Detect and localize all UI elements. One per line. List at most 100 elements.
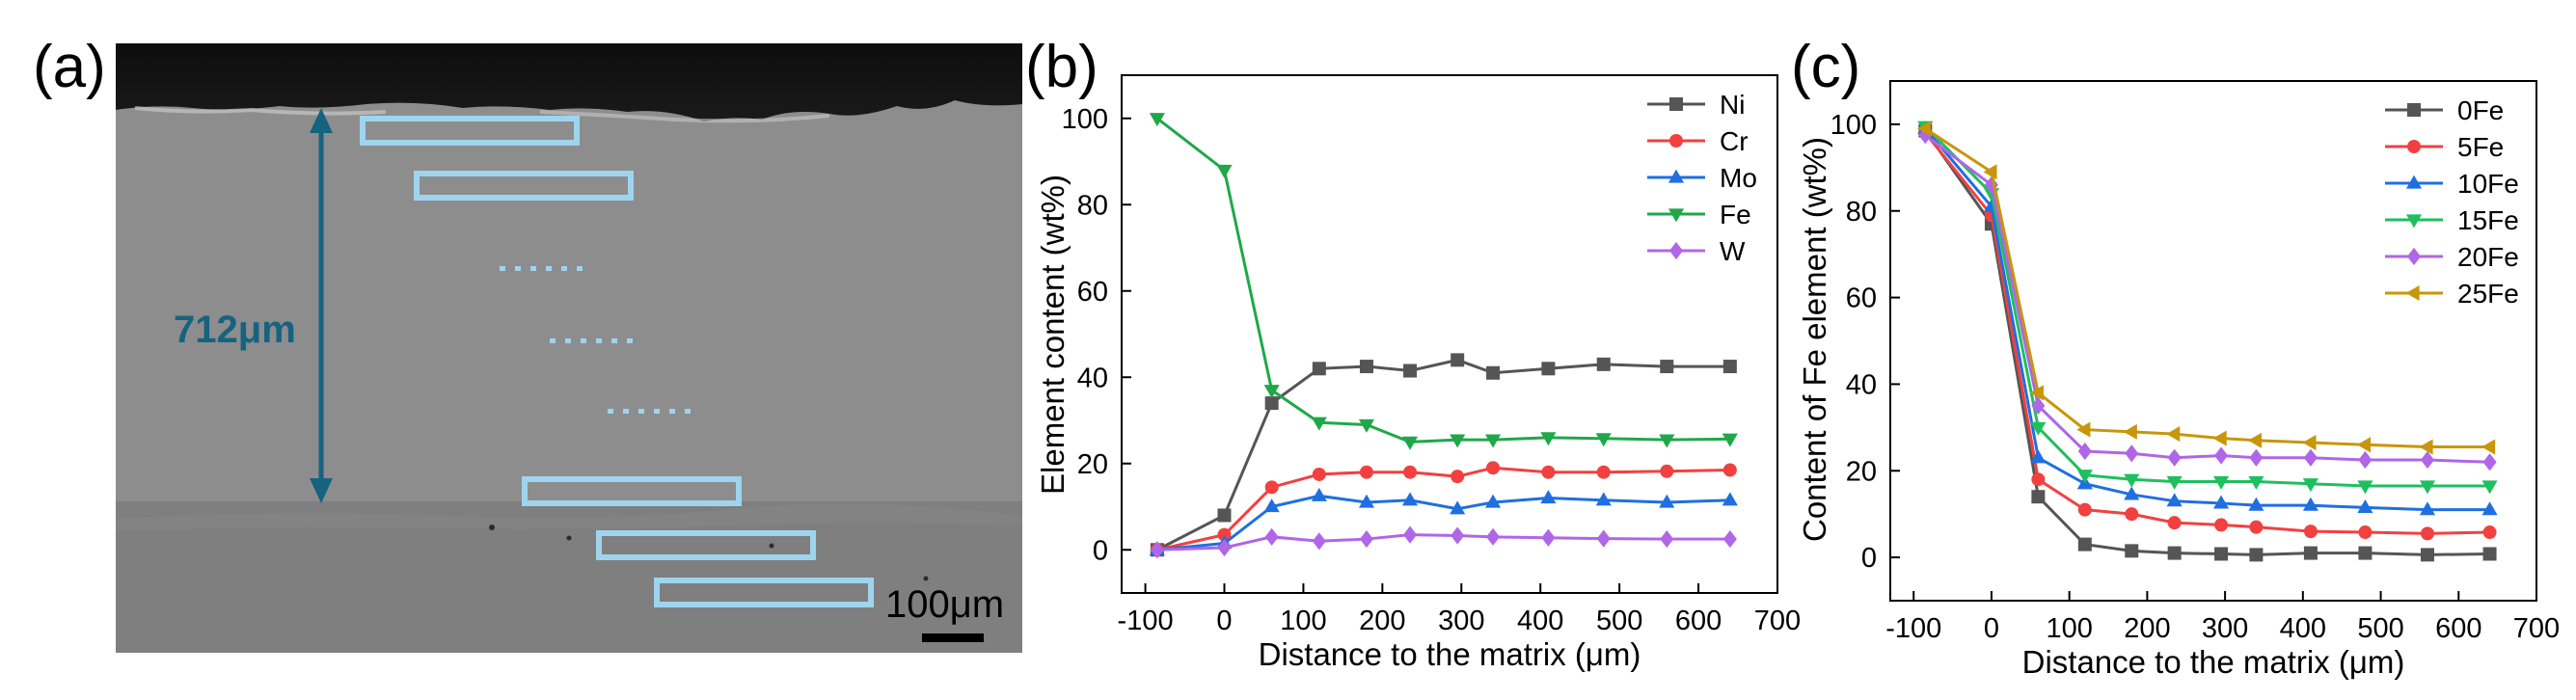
data-point [2125, 507, 2139, 522]
x-tick-label: -100 [1118, 606, 1174, 636]
data-point [1722, 463, 1737, 477]
series-line-15fe [1924, 125, 2490, 488]
panel-b-label: (b) [1025, 34, 1098, 100]
data-point [2214, 446, 2229, 465]
legend-label: Cr [1720, 126, 1749, 156]
data-point [2420, 450, 2434, 470]
y-tick-label: 100 [1062, 104, 1108, 135]
series-fe [1149, 113, 1738, 450]
y-tick-label: 40 [1846, 369, 1877, 400]
panel-a-label: (a) [33, 34, 106, 100]
data-point [1485, 494, 1502, 508]
data-point [1540, 432, 1557, 446]
data-point [1217, 527, 1232, 542]
data-point [1359, 529, 1373, 549]
data-point [1660, 360, 1674, 374]
data-point [1312, 532, 1326, 551]
analysis-box [596, 530, 816, 560]
data-point [2077, 502, 2092, 517]
x-tick-label: 0 [1216, 606, 1232, 636]
data-point [2303, 546, 2318, 560]
series-line-25fe [1924, 127, 2490, 449]
data-point [1722, 433, 1738, 447]
data-point [1541, 362, 1556, 376]
y-axis-title: Content of Fe element (wt%) [1797, 137, 1832, 542]
data-point [2302, 435, 2317, 451]
data-point [1595, 492, 1612, 506]
y-tick-label: 60 [1077, 277, 1108, 308]
x-tick-label: 400 [1517, 606, 1563, 636]
data-point [1264, 396, 1279, 411]
data-point [2029, 385, 2044, 401]
data-point [1660, 464, 1674, 478]
data-point [1264, 527, 1279, 546]
data-point [2212, 430, 2227, 446]
x-axis: -100 0 100 200 300 400 500 600 700 [1885, 591, 2560, 644]
data-point [2303, 525, 2318, 539]
legend-label: Ni [1720, 90, 1745, 120]
data-point [1403, 525, 1418, 544]
data-point [2030, 449, 2047, 464]
plot-frame [1121, 74, 1778, 594]
data-point [2303, 448, 2318, 467]
data-point [2249, 548, 2264, 562]
data-point [2031, 490, 2046, 504]
legend-label: 20Fe [2457, 242, 2519, 272]
legend-label: Fe [1720, 200, 1751, 229]
data-point [2030, 421, 2047, 436]
legend-marker [1668, 169, 1685, 183]
data-point [2031, 396, 2046, 415]
series-line-mo [1156, 494, 1730, 552]
y-tick-label: 60 [1846, 283, 1877, 314]
x-tick-label: 100 [2046, 613, 2092, 644]
x-tick-label: 700 [1754, 606, 1801, 636]
series-line-5fe [1924, 131, 2490, 535]
y-tick-label: 20 [1846, 456, 1877, 487]
data-point [2482, 547, 2497, 561]
data-point [1359, 360, 1373, 374]
data-point [1540, 490, 1557, 504]
data-point [1486, 461, 1501, 475]
x-tick-label: 500 [1596, 606, 1642, 636]
data-point [2125, 444, 2139, 463]
x-tick-label: 100 [1280, 606, 1326, 636]
legend-marker [1668, 208, 1685, 223]
data-point [1722, 360, 1737, 374]
x-axis-title: Distance to the matrix (μm) [2022, 644, 2405, 680]
data-point [1312, 362, 1326, 376]
data-point [1451, 470, 1465, 484]
data-point [1660, 529, 1674, 549]
series-line-w [1156, 533, 1730, 552]
data-point [1450, 500, 1466, 515]
y-tick-label: 0 [1093, 535, 1108, 566]
defect-dot [489, 525, 495, 530]
surface-highlight [539, 110, 830, 123]
data-point [1403, 465, 1418, 479]
legend-marker [2407, 103, 2421, 117]
data-point [2249, 448, 2264, 467]
data-point [2124, 473, 2140, 488]
chart-b: (b) -100 0 100 200 300 400 500 600 700 0 20 40 60 80… [1025, 34, 1801, 672]
data-point [1486, 527, 1501, 546]
data-point [1263, 385, 1280, 399]
series-line-ni [1156, 358, 1730, 552]
ellipsis-marks [500, 266, 691, 414]
data-point [2124, 486, 2140, 500]
legend-marker [2405, 214, 2423, 229]
analysis-box [654, 578, 874, 607]
x-tick-label: 600 [1675, 606, 1722, 636]
data-point [1541, 465, 1556, 479]
data-point [1451, 353, 1465, 367]
data-point [2357, 437, 2372, 453]
data-point [1596, 529, 1611, 548]
data-point [2076, 421, 2091, 438]
series-cr [1150, 461, 1737, 557]
data-point [2166, 493, 2183, 507]
series-group [1149, 113, 1738, 559]
data-point [2357, 499, 2373, 514]
data-point [2358, 546, 2373, 560]
plot-frame [1889, 80, 2537, 602]
data-point [1486, 365, 1501, 380]
data-point [2419, 501, 2436, 516]
legend: Ni Cr Mo Fe W [1647, 90, 1757, 266]
